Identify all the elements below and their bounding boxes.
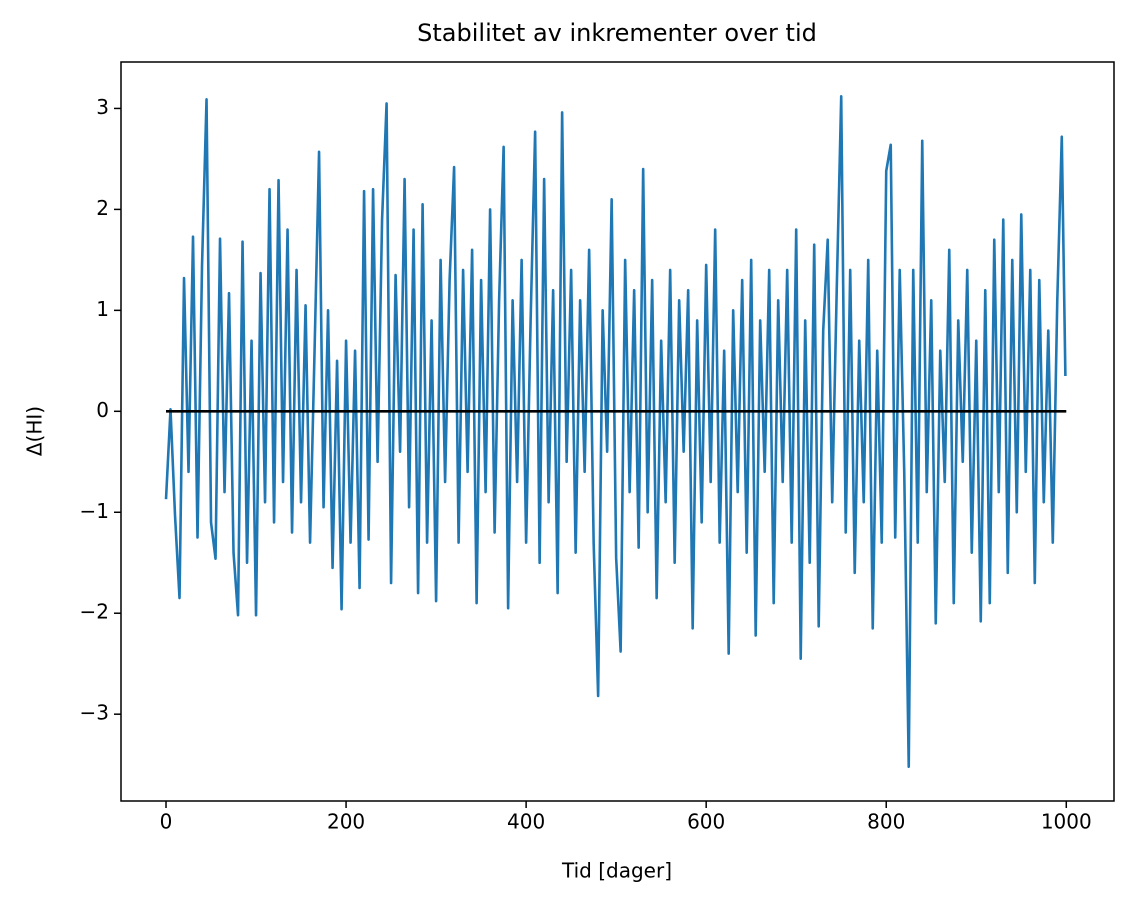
x-tick-label: 400 xyxy=(507,810,545,834)
x-tick-label: 200 xyxy=(327,810,365,834)
y-tick-label: 0 xyxy=(96,398,109,422)
x-tick-label: 0 xyxy=(160,810,173,834)
x-axis-label: Tid [dager] xyxy=(561,859,672,883)
y-tick-label: −1 xyxy=(80,499,109,523)
y-axis-label: Δ(HI) xyxy=(23,406,47,456)
y-tick-label: −3 xyxy=(80,701,109,725)
y-tick-label: 1 xyxy=(96,297,109,321)
y-tick-label: −2 xyxy=(80,600,109,624)
x-tick-label: 1000 xyxy=(1041,810,1092,834)
data-line xyxy=(164,95,1067,768)
y-tick-label: 2 xyxy=(96,196,109,220)
x-tick-label: 800 xyxy=(867,810,905,834)
plot-frame xyxy=(120,61,1115,802)
x-tick-label: 600 xyxy=(687,810,725,834)
y-tick-label: 3 xyxy=(96,95,109,119)
chart-title: Stabilitet av inkrementer over tid xyxy=(417,19,817,47)
